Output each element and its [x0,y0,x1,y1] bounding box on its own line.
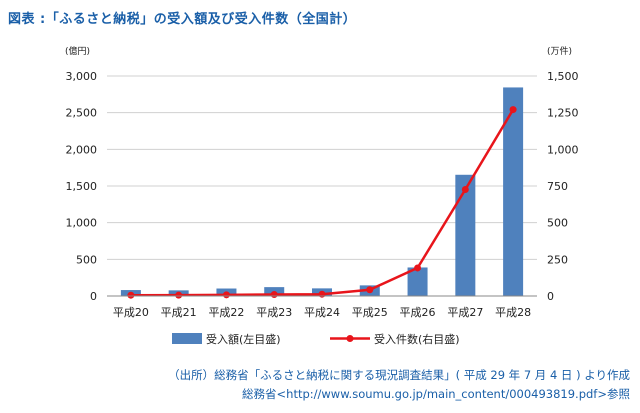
line-point [222,291,230,299]
left-tick-label: 2,500 [66,107,98,120]
line-point [509,106,517,114]
chart-title: 図表 :「ふるさと納税」の受入額及び受入件数（全国計） [8,12,357,27]
left-tick-label: 1,000 [66,217,98,230]
bar [407,267,428,296]
bar [455,174,476,296]
bar [503,87,524,296]
line-point [175,291,183,299]
x-tick-label: 平成21 [161,306,197,319]
right-tick-label: 1,250 [547,107,579,120]
line-point [270,291,278,299]
x-tick-label: 平成26 [400,306,436,319]
right-tick-label: 750 [547,180,568,193]
x-tick-label: 平成20 [113,306,149,319]
right-tick-label: 1,500 [547,70,579,83]
axes: 0 0 500 250 1,000 500 1,500 750 2,000 1,000 2,500 1… [65,45,579,319]
legend-line-label: 受入件数(右目盛) [374,332,460,346]
x-tick-label: 平成25 [352,306,388,319]
legend-line-marker [346,335,354,342]
left-tick-label: 1,500 [66,180,98,193]
left-tick-label: 0 [90,290,97,303]
line-point [366,286,374,294]
line-point [127,291,135,299]
right-tick-label: 0 [547,290,554,303]
legend: 受入額(左目盛) 受入件数(右目盛) [172,332,460,346]
x-tick-label: 平成24 [304,306,340,319]
legend-bar-swatch [172,333,202,344]
right-tick-label: 250 [547,253,568,266]
left-tick-label: 2,000 [66,143,98,156]
left-tick-label: 500 [76,253,97,266]
source-url: 総務省<http://www.soumu.go.jp/main_content/… [242,387,630,401]
x-tick-label: 平成22 [208,306,244,319]
line-point [461,186,469,194]
source-note: （出所）総務省「ふるさと納税に関する現況調査結果」( 平成 29 年 7 月 4… [168,368,630,382]
line-point [414,264,422,272]
x-tick-label: 平成23 [256,306,292,319]
right-tick-label: 500 [547,217,568,230]
right-axis-unit: (万件) [547,45,572,57]
left-axis-unit: (億円) [65,45,90,57]
left-tick-label: 3,000 [66,70,98,83]
x-tick-label: 平成28 [495,306,531,319]
legend-bar-label: 受入額(左目盛) [206,332,281,346]
x-tick-label: 平成27 [447,306,483,319]
right-tick-label: 1,000 [547,143,579,156]
line-point [318,290,326,298]
